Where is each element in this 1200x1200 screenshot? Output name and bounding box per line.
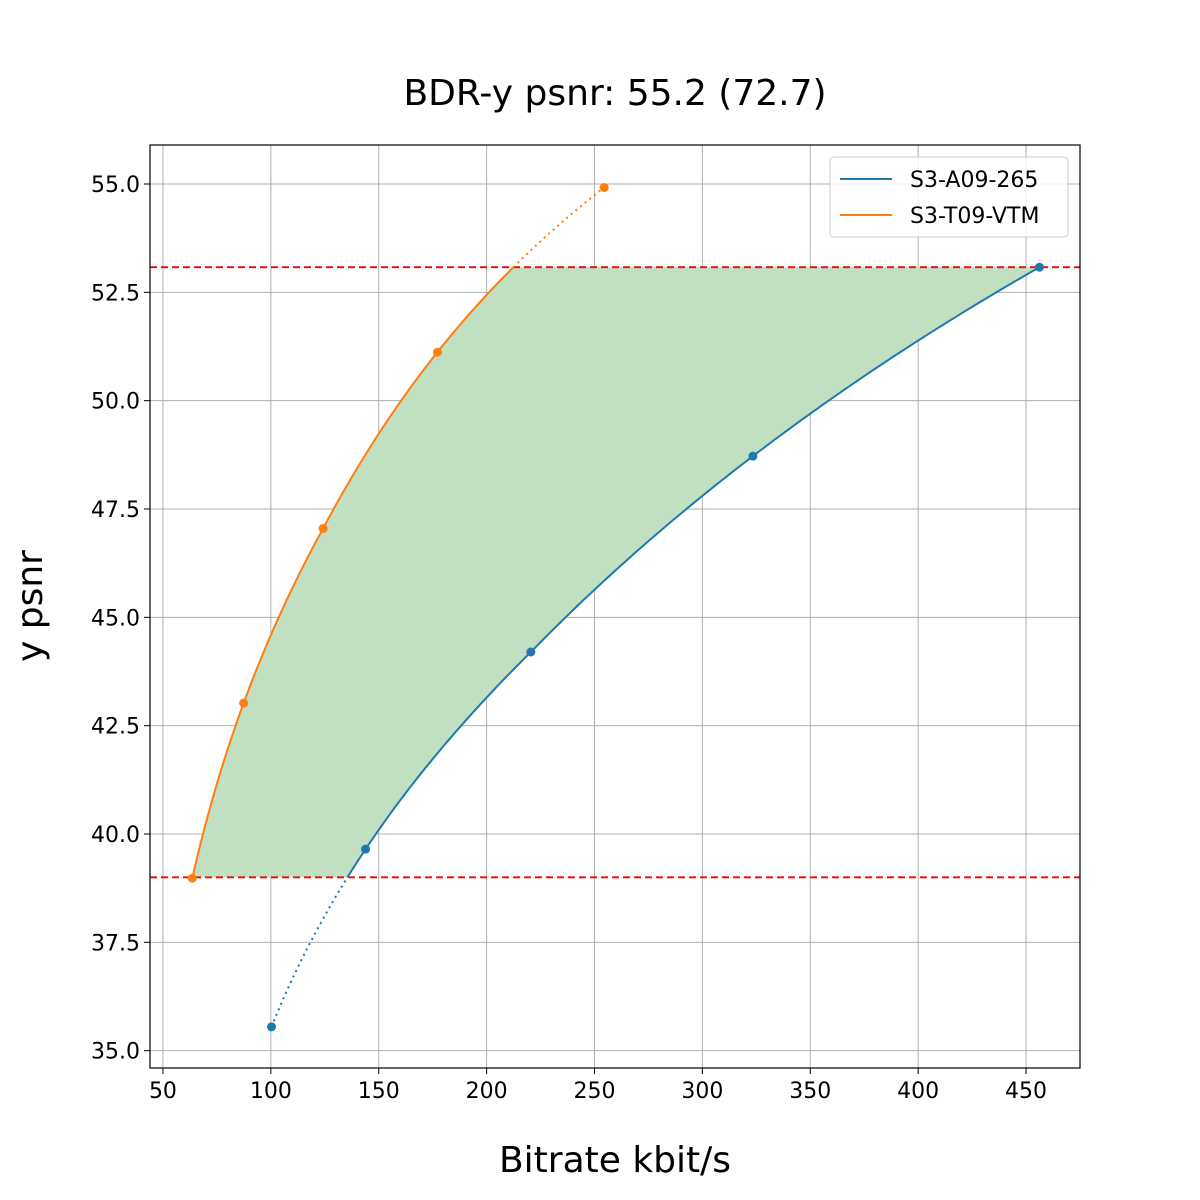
x-axis-label: Bitrate kbit/s [499, 1140, 731, 1181]
legend: S3-A09-265 S3-T09-VTM [829, 156, 1069, 238]
x-tick-label: 350 [789, 1079, 831, 1104]
legend-label: S3-T09-VTM [910, 204, 1039, 229]
y-tick-label: 55.0 [91, 173, 140, 198]
axis-ticks: 50 100 150 200 250 300 350 400 450 35.0 37.5 40.0 42… [91, 173, 1047, 1104]
series-line [191, 266, 515, 878]
data-point [187, 873, 197, 883]
y-tick-label: 40.0 [91, 823, 140, 848]
y-axis-label: y psnr [10, 550, 51, 662]
data-point [266, 1022, 276, 1032]
data-point [361, 844, 371, 854]
plot-frame [149, 144, 1081, 1069]
y-tick-label: 45.0 [91, 606, 140, 631]
y-tick-label: 35.0 [91, 1040, 140, 1065]
y-tick-label: 42.5 [91, 715, 140, 740]
bd-area-group [192, 267, 1040, 878]
reference-lines-group [150, 266, 1080, 879]
x-tick-label: 250 [574, 1079, 616, 1104]
y-tick-label: 37.5 [91, 931, 140, 956]
data-point [526, 647, 536, 657]
data-point [318, 524, 328, 533]
legend-label: S3-A09-265 [910, 168, 1038, 193]
x-tick-label: 50 [149, 1079, 177, 1104]
series-group [187, 182, 1044, 1032]
x-tick-label: 200 [466, 1079, 508, 1104]
series-line [346, 266, 1040, 878]
data-point [1034, 262, 1044, 272]
data-point [239, 698, 249, 708]
x-tick-label: 400 [897, 1079, 939, 1104]
y-tick-label: 50.0 [91, 390, 140, 415]
x-tick-label: 150 [358, 1079, 400, 1104]
x-tick-label: 300 [681, 1079, 723, 1104]
x-tick-label: 450 [1005, 1079, 1047, 1104]
legend-box [829, 156, 1069, 238]
series-extrapolated-segment [270, 876, 349, 1028]
y-tick-label: 47.5 [91, 498, 140, 523]
data-point [599, 182, 609, 192]
data-point [432, 347, 442, 357]
x-tick-label: 100 [250, 1079, 292, 1104]
series-extrapolated-segment [512, 186, 605, 268]
bd-area-fill [192, 267, 1040, 878]
data-point [748, 451, 758, 461]
y-tick-label: 52.5 [91, 281, 140, 306]
chart-title: BDR-y psnr: 55.2 (72.7) [403, 73, 826, 114]
